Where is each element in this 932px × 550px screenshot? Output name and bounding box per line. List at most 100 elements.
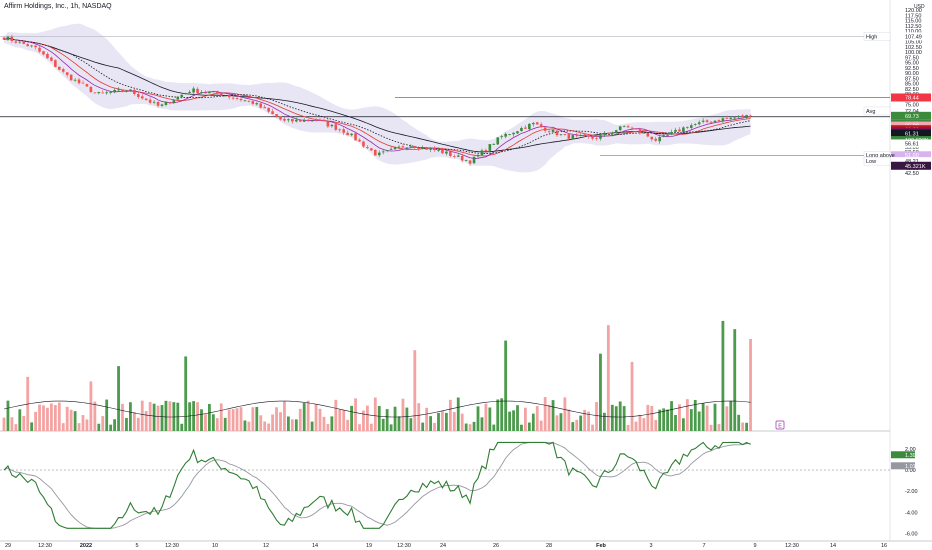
- price-tick-label: 95.00: [905, 61, 919, 67]
- candle-body: [231, 97, 235, 99]
- volume-bar: [705, 405, 709, 431]
- candle-body: [547, 131, 551, 133]
- volume-bar: [654, 419, 658, 431]
- candle-body: [654, 138, 658, 141]
- candle-body: [429, 148, 432, 150]
- volume-bar: [393, 406, 397, 431]
- red-level-tag-bg: [891, 93, 931, 102]
- candle-body: [472, 156, 476, 164]
- volume-bar: [89, 381, 93, 431]
- volume-bar: [650, 405, 654, 431]
- volume-bar: [160, 405, 164, 431]
- volume-bar: [243, 420, 247, 431]
- earnings-marker: [775, 420, 785, 430]
- candle-body: [630, 127, 634, 129]
- volume-bar: [2, 417, 6, 431]
- candle-body: [725, 118, 729, 119]
- time-axis-label: 12:30: [397, 543, 411, 549]
- candle-body: [690, 125, 693, 128]
- candle-body: [247, 100, 251, 102]
- volume-bar: [152, 403, 156, 431]
- candle-body: [14, 41, 18, 43]
- candle-body: [520, 127, 523, 131]
- candle-body: [46, 54, 49, 59]
- volume-bar: [290, 419, 294, 431]
- time-axis-label: 12:30: [165, 543, 179, 549]
- time-axis-label: 5: [135, 543, 138, 549]
- volume-bar: [421, 422, 425, 431]
- volume-bar: [595, 402, 598, 431]
- volume-bar: [30, 422, 34, 431]
- volume-bar: [132, 412, 136, 431]
- candle-body: [354, 133, 357, 141]
- candle-body: [524, 127, 527, 129]
- volume-bar: [437, 412, 440, 431]
- candle-body: [733, 117, 737, 119]
- candle-body: [2, 37, 6, 40]
- candle-body: [666, 134, 669, 136]
- volume-bar: [614, 406, 618, 431]
- volume-bar: [733, 329, 737, 431]
- volume-bar: [140, 400, 144, 431]
- volume-bar: [362, 410, 365, 431]
- candle-body: [678, 129, 681, 132]
- volume-bar: [441, 410, 444, 431]
- volume-bar: [211, 414, 215, 431]
- long-above-tag-bg: [891, 151, 931, 160]
- candle-body: [705, 120, 709, 123]
- candle-body: [61, 69, 65, 72]
- candle-body: [492, 144, 496, 145]
- candle-body: [464, 160, 468, 161]
- candle-body: [287, 119, 290, 121]
- candle-body: [251, 101, 255, 104]
- candle-body: [223, 95, 227, 97]
- volume-bar: [156, 405, 160, 431]
- candle-body: [701, 120, 705, 122]
- price-tick-label: 112.50: [905, 24, 921, 30]
- volume-bar: [85, 419, 89, 431]
- time-axis-label: Feb: [596, 543, 606, 549]
- volume-bar: [330, 416, 334, 431]
- volume-bar: [709, 424, 713, 431]
- volume-bar: [693, 399, 697, 431]
- candle-body: [208, 91, 211, 94]
- volume-bar: [271, 414, 274, 431]
- candle-body: [302, 119, 306, 122]
- vol-ma-tag-bg: [891, 161, 931, 170]
- candle-body: [563, 134, 567, 135]
- candle-body: [484, 150, 488, 152]
- volume-bar: [741, 422, 745, 431]
- candle-body: [26, 44, 29, 47]
- volume-bar: [50, 403, 53, 431]
- candle-body: [172, 100, 176, 103]
- ma-d-tag-bg: [891, 129, 931, 138]
- price-tick-label: 42.50: [905, 171, 919, 177]
- candle-body: [686, 126, 689, 128]
- candle-body: [607, 132, 610, 134]
- candle-body: [618, 126, 622, 131]
- time-axis-label: 14: [830, 543, 836, 549]
- time-axis-label: 9: [753, 543, 756, 549]
- candle-body: [200, 92, 203, 93]
- volume-bar: [275, 407, 278, 431]
- volume-bar: [34, 411, 37, 431]
- volume-bar: [129, 402, 132, 431]
- candle-body: [310, 120, 314, 122]
- candle-body: [713, 120, 717, 123]
- candle-body: [30, 45, 33, 47]
- volume-bar: [460, 413, 464, 431]
- candle-body: [93, 92, 97, 94]
- candle-body: [401, 146, 405, 148]
- candle-body: [318, 120, 322, 121]
- volume-bar: [682, 418, 685, 431]
- volume-bar: [575, 419, 579, 431]
- volume-bar: [346, 419, 350, 431]
- candle-body: [133, 89, 136, 94]
- candle-body: [263, 107, 266, 109]
- volume-bar: [559, 413, 563, 431]
- volume-bar: [227, 409, 231, 431]
- candle-body: [358, 139, 361, 142]
- volume-bar: [452, 412, 456, 431]
- volume-bar: [57, 402, 61, 431]
